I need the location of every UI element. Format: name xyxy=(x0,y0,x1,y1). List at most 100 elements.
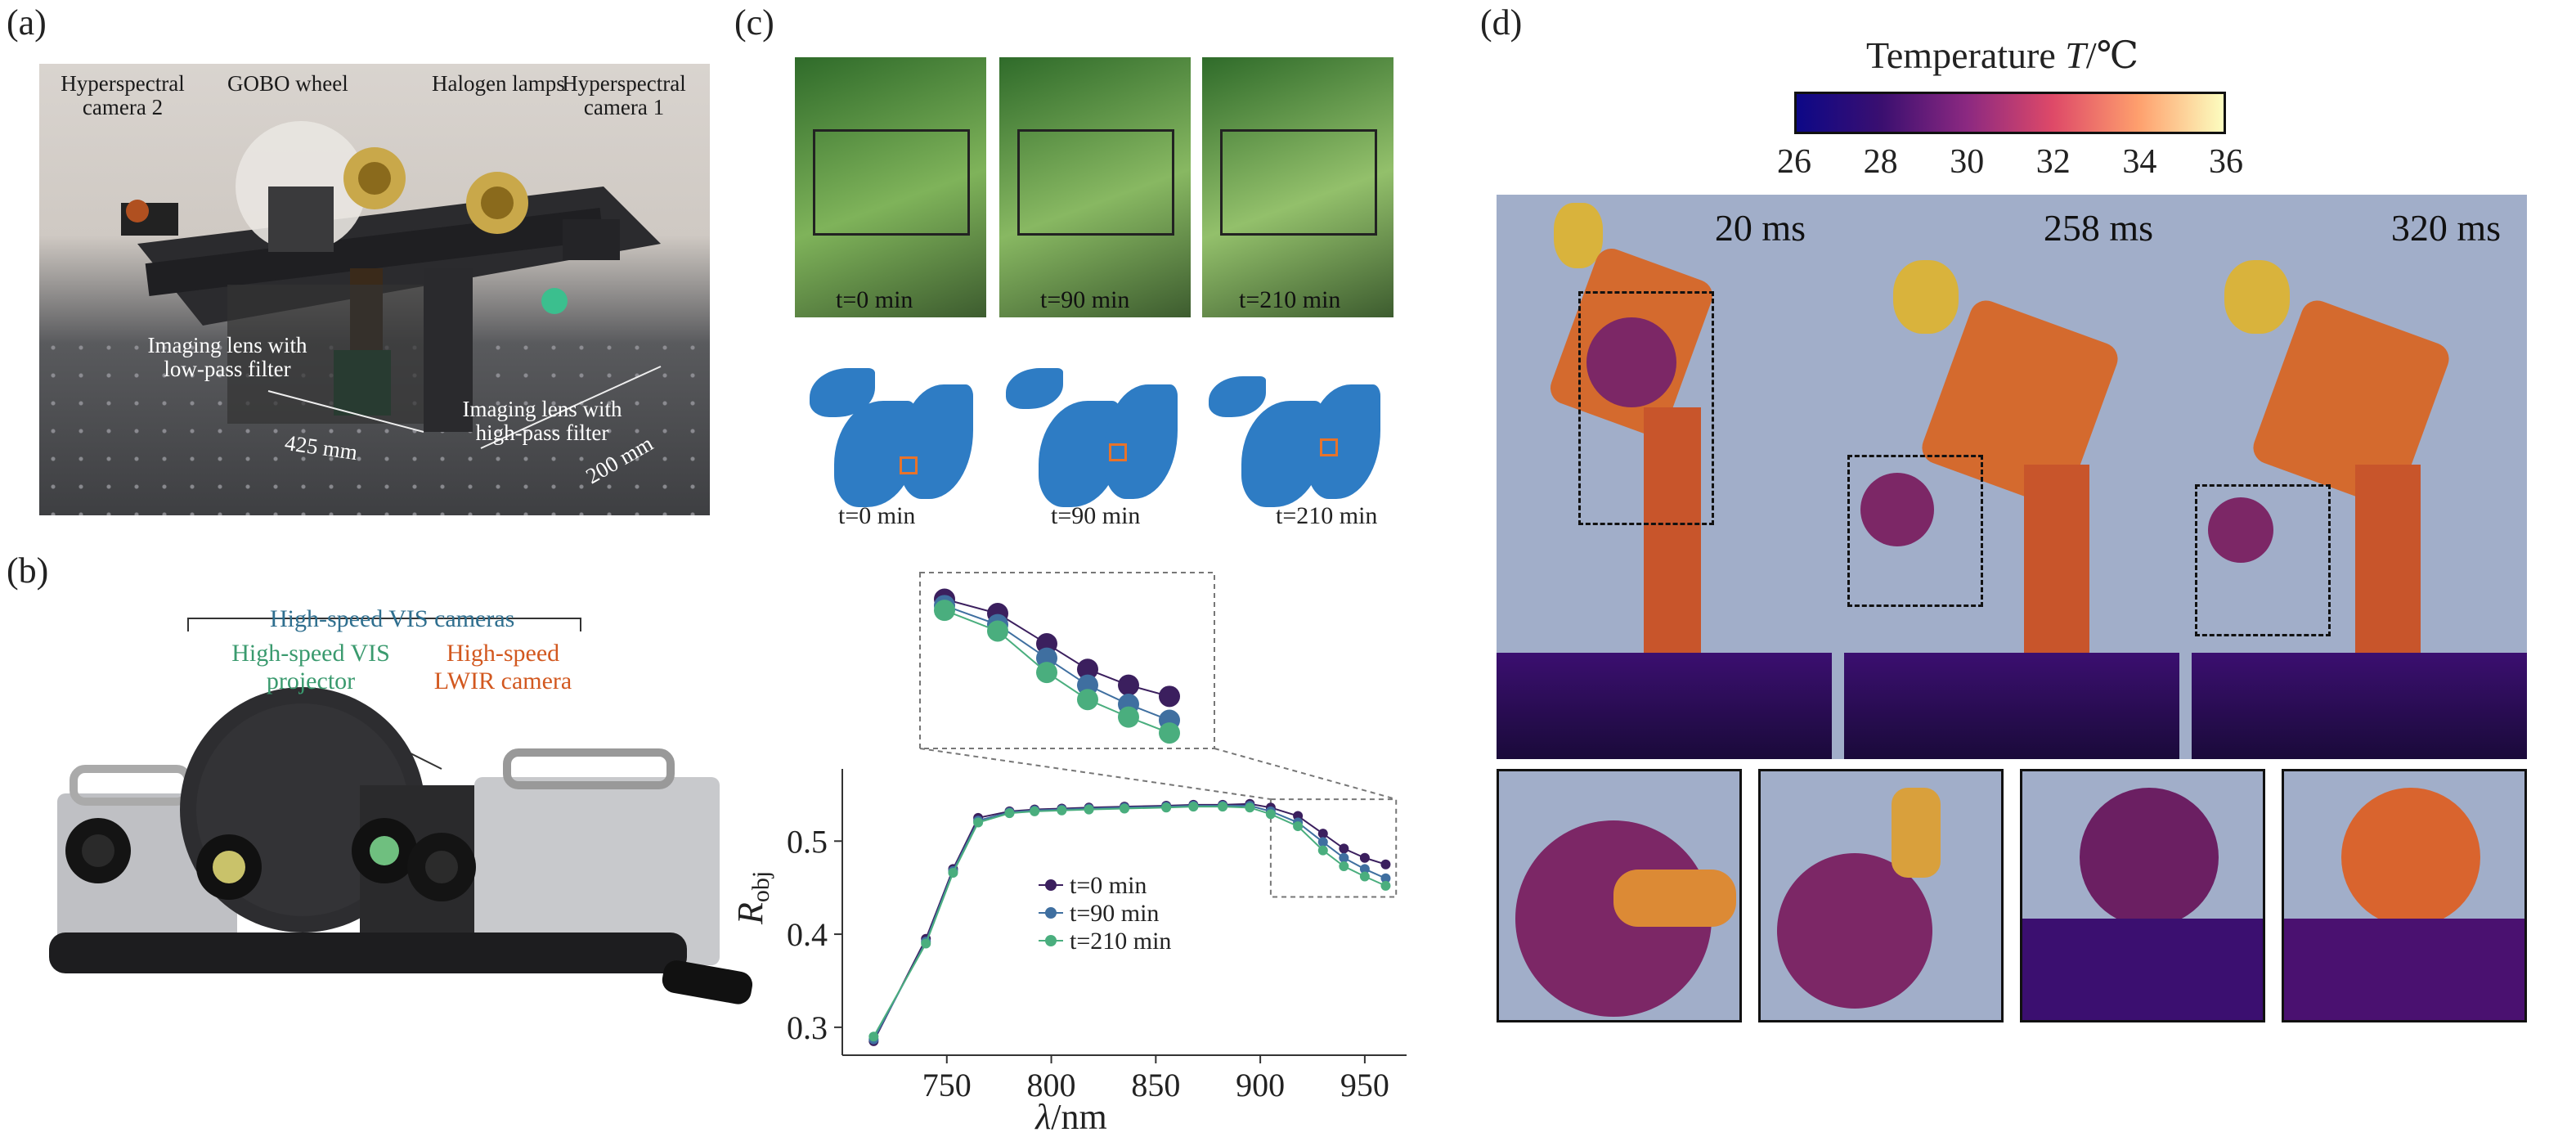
inset-series xyxy=(934,588,1180,744)
thermal-frame-3: 320 ms xyxy=(2192,195,2527,759)
panel-b-letter: (b) xyxy=(7,551,49,591)
inset-connector xyxy=(1214,748,1397,801)
frame-time-1: 20 ms xyxy=(1714,207,1806,249)
series-point xyxy=(1380,873,1391,883)
series-point xyxy=(1030,806,1040,816)
label-lwir-camera: High-speed LWIR camera xyxy=(433,640,572,694)
zoom-region-box xyxy=(1269,798,1398,898)
colorbar-ticks: 26 28 30 32 34 36 xyxy=(1777,136,2243,185)
series-point xyxy=(1339,852,1349,863)
thermal-frame-2: 258 ms xyxy=(1844,195,2179,759)
series-point xyxy=(1188,802,1199,812)
inset-series-point xyxy=(1077,689,1098,711)
series-point xyxy=(1265,809,1276,820)
chart-axes: 750 800 850 900 950 0.3 0.4 0.5 xyxy=(787,769,1407,1103)
mask-caption-t0: t=0 min xyxy=(838,502,916,529)
inset-series-point xyxy=(934,600,955,622)
colorbar-tick-label: 26 xyxy=(1777,143,1811,181)
series-point xyxy=(1380,859,1391,870)
zoom-inset-1 xyxy=(1497,769,1742,1022)
zoom-inset xyxy=(919,572,1398,898)
inset-connector xyxy=(919,748,1272,801)
colorbar-tick-label: 30 xyxy=(1950,143,1985,181)
series-point xyxy=(1317,837,1328,847)
inset-series-point xyxy=(1159,685,1180,708)
colorbar-tick-label: 28 xyxy=(1863,143,1898,181)
series-point xyxy=(1004,808,1015,819)
inset-series-point xyxy=(1159,722,1180,744)
series-point xyxy=(1339,843,1349,854)
x-tick-label: 950 xyxy=(1340,1067,1389,1103)
zoom-inset-2 xyxy=(1758,769,2004,1022)
series-point xyxy=(1120,803,1129,814)
y-axis-label: Robj xyxy=(730,871,774,925)
thermal-frames: 20 ms 258 ms 320 ms xyxy=(1497,195,2527,759)
panel-a-letter: (a) xyxy=(7,2,47,43)
legend-marker xyxy=(1045,907,1057,919)
leaf-photo-t210: t=210 min xyxy=(1202,57,1393,317)
chart-series xyxy=(868,798,1391,1046)
series-point xyxy=(1317,829,1328,839)
legend-label: t=210 min xyxy=(1070,928,1171,955)
series-point xyxy=(1057,805,1067,816)
zoom-inset-3 xyxy=(2020,769,2265,1022)
label-halogen-lamps: Halogen lamps xyxy=(432,71,565,96)
series-point xyxy=(1359,852,1370,863)
series-point xyxy=(1293,821,1304,832)
setup-illustration xyxy=(121,121,662,449)
photo-caption-t0: t=0 min xyxy=(836,286,913,313)
y-tick-label: 0.5 xyxy=(787,823,828,860)
inset-series-point xyxy=(1118,706,1139,728)
colorbar xyxy=(1794,92,2226,134)
panel-a-photo: Hyperspectral camera 2 GOBO wheel Haloge… xyxy=(39,64,710,515)
label-gobo-wheel: GOBO wheel xyxy=(227,71,348,96)
x-tick-label: 900 xyxy=(1236,1067,1285,1103)
inset-series-point xyxy=(1036,662,1057,684)
leaf-photo-t90: t=90 min xyxy=(999,57,1191,317)
label-vis-projector: High-speed VIS projector xyxy=(231,640,390,694)
inset-series-point xyxy=(987,620,1008,642)
label-vis-cameras: High-speed VIS cameras xyxy=(270,605,515,632)
x-tick-label: 750 xyxy=(922,1067,972,1103)
series-point xyxy=(1245,802,1255,813)
photo-caption-t210: t=210 min xyxy=(1239,286,1341,313)
zoom-inset-4 xyxy=(2282,769,2527,1022)
inset-series-point xyxy=(1118,674,1139,696)
label-lens-low-pass: Imaging lens with low-pass filter xyxy=(147,333,307,381)
series-point xyxy=(948,867,958,878)
x-tick-label: 850 xyxy=(1131,1067,1180,1103)
series-point xyxy=(1380,880,1391,891)
series-point xyxy=(1339,861,1349,871)
mask-caption-t90: t=90 min xyxy=(1051,502,1141,529)
series-point xyxy=(1218,802,1228,812)
legend-label: t=90 min xyxy=(1070,900,1159,927)
series-point xyxy=(1359,871,1370,882)
photo-caption-t90: t=90 min xyxy=(1040,286,1130,313)
colorbar-tick-label: 34 xyxy=(2122,143,2157,181)
series-point xyxy=(921,938,931,949)
legend-label: t=0 min xyxy=(1070,872,1147,899)
frame-time-2: 258 ms xyxy=(2043,207,2153,249)
mask-caption-t210: t=210 min xyxy=(1276,502,1378,529)
label-hs-camera-2: Hyperspectral camera 2 xyxy=(61,71,185,119)
label-lens-high-pass: Imaging lens with high-pass filter xyxy=(462,397,622,445)
x-axis-label: λ/nm xyxy=(1034,1097,1107,1137)
x-tick-label: 800 xyxy=(1027,1067,1076,1103)
y-tick-label: 0.4 xyxy=(787,916,828,953)
thermal-frame-1: 20 ms xyxy=(1497,195,1832,759)
leaf-photo-t0: t=0 min xyxy=(795,57,986,317)
colorbar-title: Temperature T/℃ xyxy=(1866,34,2139,76)
y-tick-label: 0.3 xyxy=(787,1009,828,1046)
series-point xyxy=(1317,845,1328,856)
legend-marker xyxy=(1045,879,1057,891)
colorbar-tick-label: 32 xyxy=(2035,143,2071,181)
series-point xyxy=(1084,804,1094,815)
leaf-mask-t210 xyxy=(1209,368,1389,507)
frame-time-3: 320 ms xyxy=(2390,207,2501,249)
label-hs-camera-1: Hyperspectral camera 1 xyxy=(562,71,686,119)
series-point xyxy=(1161,802,1172,813)
inset-frame xyxy=(919,572,1215,749)
leaf-mask-t0 xyxy=(801,368,981,507)
series-point xyxy=(1359,864,1370,874)
colorbar-tick-label: 36 xyxy=(2209,143,2243,181)
